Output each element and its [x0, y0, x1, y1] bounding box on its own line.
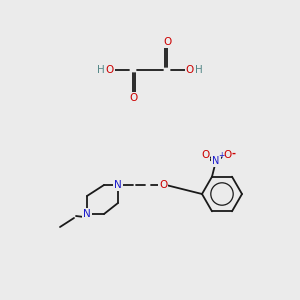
- Text: -: -: [231, 149, 235, 159]
- Text: O: O: [186, 65, 194, 75]
- Text: O: O: [159, 180, 167, 190]
- Text: H: H: [97, 65, 105, 75]
- Text: N: N: [83, 209, 91, 219]
- Text: N: N: [212, 156, 220, 166]
- Text: O: O: [129, 93, 137, 103]
- Text: +: +: [218, 151, 224, 160]
- Text: H: H: [195, 65, 203, 75]
- Text: O: O: [163, 37, 171, 47]
- Text: O: O: [223, 150, 231, 160]
- Text: N: N: [114, 180, 122, 190]
- Text: O: O: [106, 65, 114, 75]
- Text: O: O: [201, 150, 209, 160]
